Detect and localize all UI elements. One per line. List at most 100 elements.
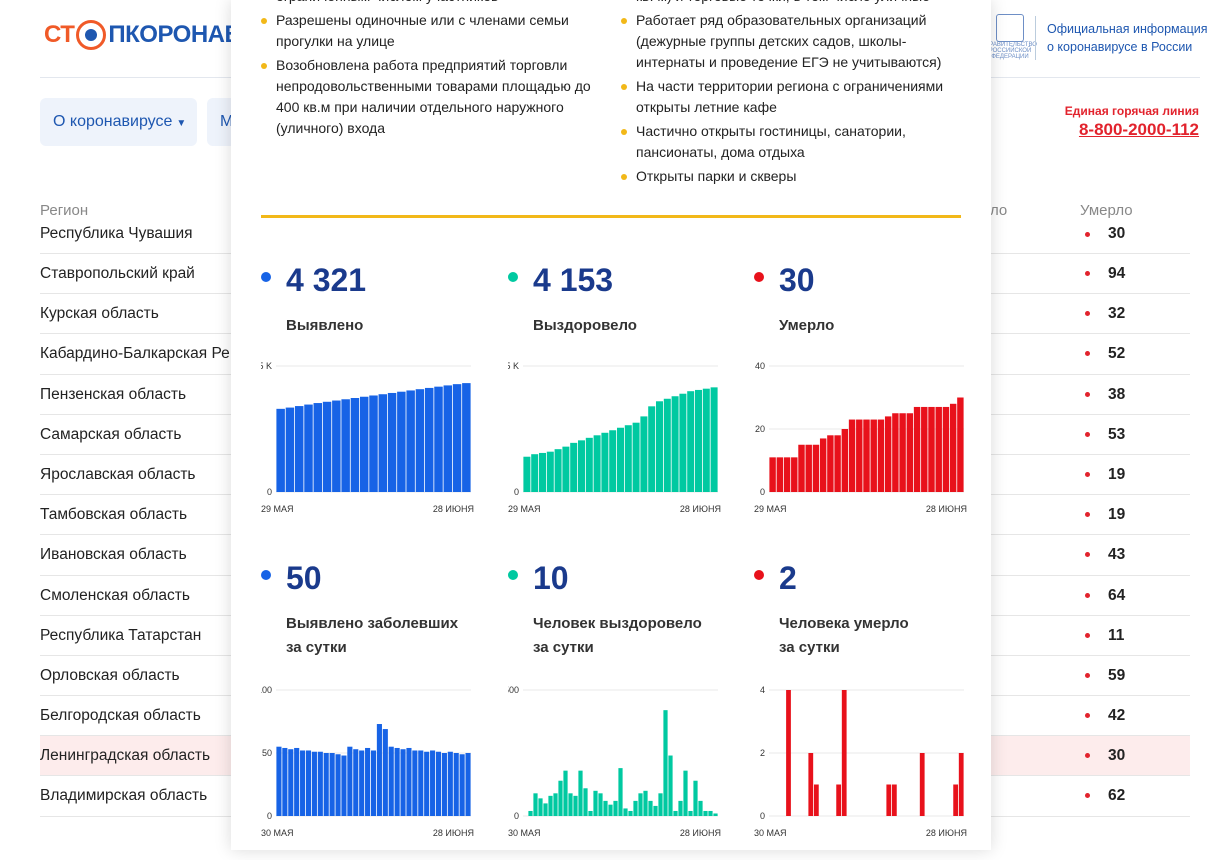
chart-bar [387,392,397,492]
chart-bar [305,750,312,816]
restriction-item: кв. м) и торговые точки, в том числе ули… [621,0,961,7]
logo-text-part1: СТ [44,21,75,48]
chart-bar [376,724,382,816]
chart-bar [648,406,656,492]
chart-bar [783,457,791,492]
official-info-link[interactable]: Официальная информация о коронавирусе в … [1047,20,1208,56]
chart-bar [601,432,609,492]
chart-bar [588,810,593,816]
chart-bar [921,406,928,492]
y-tick-label: 5 K [508,361,519,371]
chart-bar [813,784,819,816]
chart-bar [341,399,350,492]
stat-card: 50 Выявлено заболевших за сутки 0 50 100 30 МА… [261,560,486,860]
dead-count: 59 [1108,666,1126,684]
chart-bar [378,394,388,492]
chart-bar [892,413,899,492]
chart-bar [300,750,306,816]
x-tick-label: 30 МАЯ [754,828,787,838]
stat-card: 10 Человек выздоровело за сутки 0 500 30 МАЯ 2… [508,560,733,860]
stat-label-line1: Выявлено заболевших [286,615,459,632]
column-header-recovered[interactable]: ло [990,202,1008,219]
section-divider [261,215,961,218]
chart-bar [841,429,849,492]
chart-bar [673,810,678,816]
chart-bar [953,784,959,816]
y-tick-label: 100 [261,685,272,695]
chart-bar [533,793,538,816]
chart-bar [653,805,658,816]
virus-icon [76,20,107,50]
chart-bar [317,751,323,816]
chart-bar [415,389,425,492]
about-coronavirus-menu[interactable]: О коронавирусе ▼ [40,98,197,146]
dead-count: 30 [1108,747,1126,765]
chart-bar [276,746,282,816]
region-name: Республика Татарстан [40,626,202,644]
stat-value: 50 [286,560,322,596]
chart-bar [598,793,603,816]
y-tick-label: 4 [760,685,765,695]
chart-bar [687,391,695,492]
restriction-item: Открыты парки и скверы [621,166,961,187]
chart-bar [640,416,648,492]
dead-dot-icon [1085,753,1090,759]
restriction-item: Работает ряд образовательных организаций… [621,10,961,73]
site-logo[interactable]: СТ ПКОРОНАВИ [44,20,259,50]
stat-label: Человека умерло за сутки [779,612,909,660]
chart-bar [856,419,863,492]
chart-bar [558,780,563,816]
chart-bar [886,784,892,816]
y-tick-label: 40 [755,361,765,371]
chart-bar [827,435,834,492]
chart-bar [638,793,643,816]
left-restrictions-list: ограниченным числом участников Разрешены … [261,0,591,142]
official-info-line2: о коронавирусе в России [1047,40,1193,54]
chart-bar [353,749,359,816]
chart-bar [884,416,892,492]
chart-bar [563,770,568,816]
government-emblem[interactable]: ПРАВИТЕЛЬСТВО РОССИЙСКОЙ ФЕДЕРАЦИИ [985,12,1037,62]
dead-dot-icon [1085,713,1090,719]
chart-bar [688,810,693,816]
chevron-down-icon: ▼ [176,118,187,129]
chart-bar [313,403,323,492]
chart-bar [554,449,562,492]
x-tick-label: 29 МАЯ [261,504,294,514]
dead-count: 64 [1108,586,1126,604]
chart-bar [382,729,388,816]
region-name: Тамбовская область [40,506,188,524]
chart-bar [648,800,653,816]
legend-dot-icon [508,570,518,580]
y-tick-label: 50 [262,748,272,758]
restriction-item: На части территории региона с ограничени… [621,76,961,118]
column-header-region[interactable]: Регион [40,202,89,219]
chart-bar [430,750,436,816]
stat-value: 2 [779,560,797,596]
hotline-number[interactable]: 8-800-2000-112 [1078,120,1199,139]
dead-dot-icon [1085,632,1090,638]
chart-bar [623,808,628,816]
y-tick-label: 5 K [261,361,272,371]
chart-bar [906,413,914,492]
trend-bar-chart: 0 5 K 29 МАЯ 28 ИЮНЯ [261,361,474,514]
chart-bar [578,440,585,492]
trend-bar-chart: 0 20 40 29 МАЯ 28 ИЮНЯ [754,361,967,514]
stat-card: 30 Умерло 0 20 40 29 МАЯ 28 ИЮНЯ [754,262,979,562]
chart-bar [791,457,798,492]
chart-bar [523,456,531,492]
chart-bar [863,419,870,492]
chart-bar [769,457,776,492]
trend-bar-chart: 0 2 4 30 МАЯ 28 ИЮНЯ [754,685,967,838]
official-info-line1: Официальная информация [1047,22,1208,36]
hotline-title: Единая горячая линия [1064,104,1199,118]
column-header-dead[interactable]: Умерло [1080,202,1133,219]
chart-bar [949,403,957,492]
emblem-icon [996,14,1024,42]
chart-bar [350,398,360,492]
chart-bar [365,747,371,816]
stat-label: Выявлено [286,314,363,338]
dead-dot-icon [1085,391,1090,397]
chart-bar [370,750,377,816]
chart-bar [913,406,921,492]
